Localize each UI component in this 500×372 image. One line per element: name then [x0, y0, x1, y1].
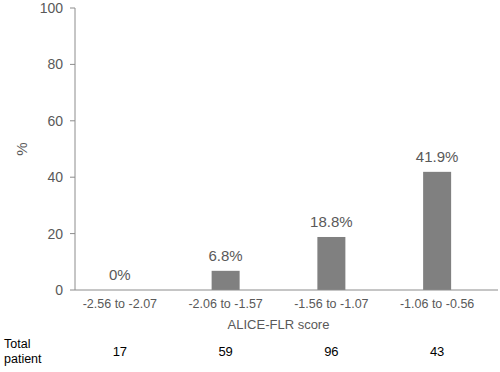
- x-tick-label: -1.56 to -1.07: [294, 297, 368, 311]
- y-tick-label: 100: [40, 0, 64, 16]
- totals-label-line: Total: [4, 337, 34, 351]
- data-label: 18.8%: [310, 213, 353, 230]
- total-value: 17: [113, 344, 127, 359]
- y-tick: [70, 8, 75, 9]
- bar: [212, 271, 240, 290]
- data-label: 6.8%: [209, 247, 243, 264]
- total-value: 59: [218, 344, 232, 359]
- y-tick-label: 20: [47, 226, 63, 242]
- chart-container: 0 20 40 60 80 100% 0% 6.8% 18.8% 41.9% -2.56 to -2…: [0, 0, 500, 372]
- totals-label: Total patient: [4, 337, 42, 366]
- data-label: 41.9%: [416, 148, 459, 165]
- y-axis-label: %: [13, 142, 30, 155]
- bar: [423, 172, 451, 290]
- totals-label-line: patient: [4, 352, 42, 366]
- y-tick: [70, 290, 75, 291]
- x-axis-line: [75, 290, 498, 291]
- chart-svg: 0 20 40 60 80 100% 0% 6.8% 18.8% 41.9% -2.56 to -2…: [0, 0, 500, 372]
- bar: [317, 237, 345, 290]
- y-tick: [70, 120, 75, 121]
- total-value: 43: [430, 344, 444, 359]
- y-tick-label: 40: [47, 169, 63, 185]
- y-tick-label: 0: [55, 282, 63, 298]
- x-tick-label: -1.06 to -0.56: [400, 297, 474, 311]
- y-tick: [70, 177, 75, 178]
- x-axis-label: ALICE-FLR score: [228, 317, 330, 332]
- data-label: 0%: [109, 266, 131, 283]
- y-axis-line: [75, 8, 76, 290]
- x-tick-label: -2.06 to -1.57: [188, 297, 262, 311]
- y-tick: [70, 233, 75, 234]
- y-tick-label: 80: [47, 56, 63, 72]
- bars: [212, 172, 452, 290]
- x-tick-label: -2.56 to -2.07: [83, 297, 157, 311]
- total-value: 96: [324, 344, 338, 359]
- y-tick: [70, 64, 75, 65]
- y-tick-label: 60: [47, 113, 63, 129]
